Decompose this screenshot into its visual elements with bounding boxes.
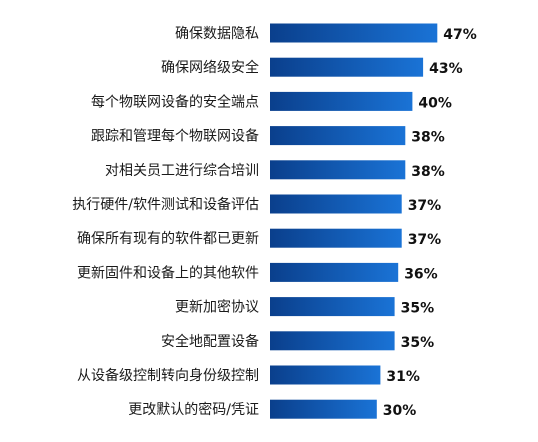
value-label-3: 40% (418, 95, 452, 111)
category-label-10: 安全地配置设备 (161, 333, 259, 350)
value-label-9: 35% (401, 301, 435, 317)
bars-group: 确保数据隐私 47% 确保网络级安全 43% 每个物联网设备的安全端点 40% 跟踪和管理每… (72, 23, 477, 419)
bar-7 (270, 228, 402, 248)
value-label-11: 31% (386, 369, 420, 385)
value-label-1: 47% (443, 27, 477, 43)
category-label-7: 确保所有现有的软件都已更新 (77, 231, 259, 247)
bar-3 (270, 91, 413, 111)
value-label-8: 36% (404, 266, 438, 282)
bar-10 (270, 331, 395, 351)
value-label-5: 38% (411, 164, 445, 180)
category-label-2: 确保网络级安全 (161, 59, 259, 76)
category-label-9: 更新加密协议 (175, 299, 259, 316)
value-label-6: 37% (408, 198, 442, 214)
value-label-4: 38% (411, 130, 445, 146)
value-label-2: 43% (429, 61, 463, 77)
category-label-3: 每个物联网设备的安全端点 (91, 93, 259, 110)
value-label-12: 30% (383, 403, 417, 419)
category-label-11: 从设备级控制转向身份级控制 (77, 367, 259, 384)
value-label-7: 37% (408, 232, 442, 248)
bar-5 (270, 160, 406, 180)
bar-11 (270, 365, 381, 385)
category-label-8: 更新固件和设备上的其他软件 (77, 264, 259, 281)
category-label-1: 确保数据隐私 (175, 26, 259, 42)
bar-2 (270, 57, 424, 77)
bar-4 (270, 126, 406, 146)
bar-1 (270, 23, 438, 43)
category-label-6: 执行硬件/软件测试和设备评估 (72, 196, 259, 213)
bar-9 (270, 297, 395, 317)
category-label-12: 更改默认的密码/凭证 (128, 401, 259, 418)
bar-8 (270, 262, 399, 282)
bar-6 (270, 194, 402, 214)
bar-12 (270, 399, 377, 419)
category-label-5: 对相关员工进行综合培训 (105, 163, 259, 179)
value-label-10: 35% (401, 335, 435, 351)
category-label-4: 跟踪和管理每个物联网设备 (91, 128, 259, 145)
